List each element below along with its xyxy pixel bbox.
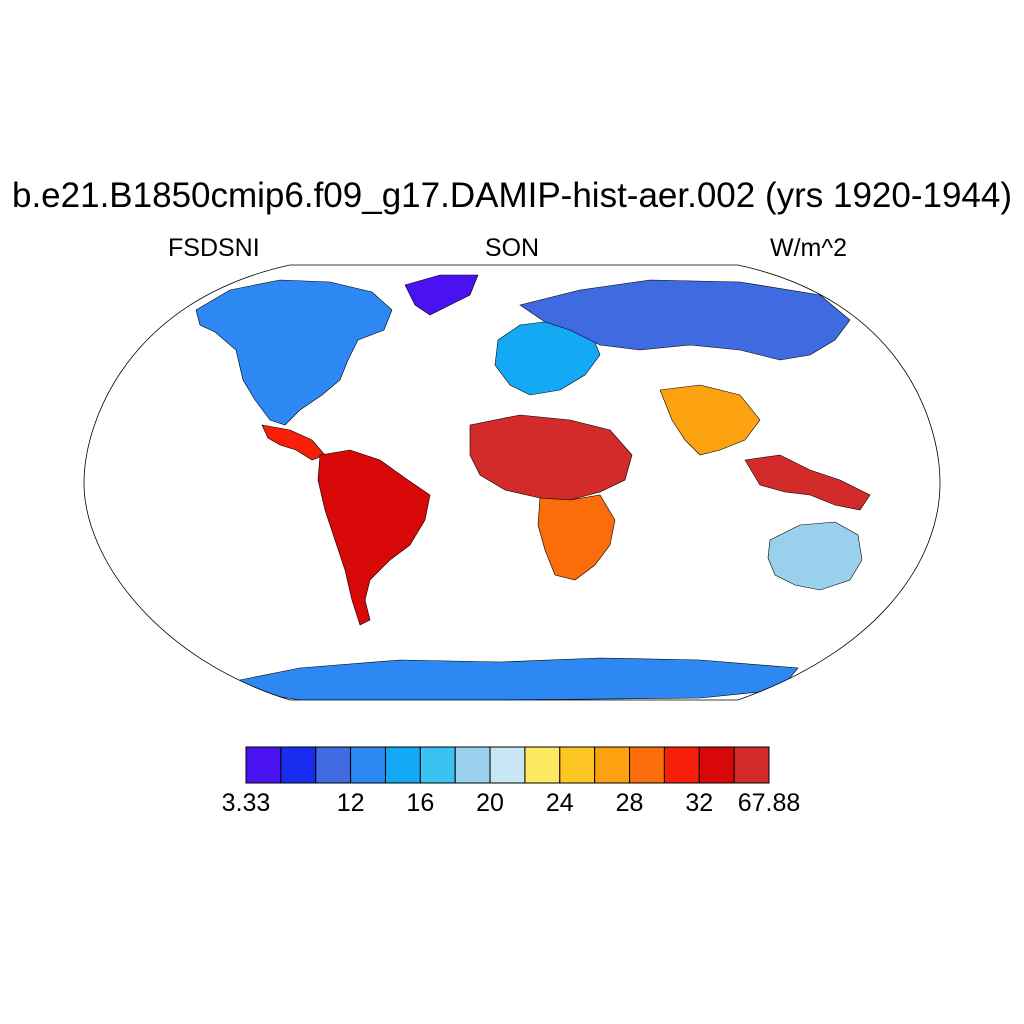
region-greenland [404, 274, 479, 316]
season-label: SON [484, 234, 540, 262]
colorbar-box [454, 746, 491, 784]
colorbar-box [629, 746, 665, 784]
colorbar-tick-label: 67.88 [737, 789, 801, 817]
colorbar-box [419, 746, 456, 784]
colorbar-tick-label: 20 [476, 789, 504, 817]
colorbar-box [559, 746, 596, 784]
region-north-asia [519, 279, 851, 361]
colorbar-tick-label: 12 [336, 789, 365, 817]
colorbar-box [663, 746, 700, 784]
units-label: W/m^2 [770, 234, 848, 262]
colorbar-tick-label: 16 [406, 789, 435, 817]
chart-title: b.e21.B1850cmip6.f09_g17.DAMIP-hist-aer.… [11, 176, 1013, 215]
colorbar-tick-label: 28 [615, 789, 644, 817]
colorbar-tick-label: 3.33 [221, 789, 271, 817]
colorbar-tick-label: 32 [685, 789, 714, 817]
colorbar-tick-label: 24 [545, 789, 574, 817]
region-maritime-continent [744, 454, 871, 511]
colorbar-box [315, 746, 352, 784]
region-sahara [469, 414, 633, 501]
colorbar-box [489, 746, 526, 784]
colorbar-box [280, 746, 317, 784]
region-antarctica [239, 657, 799, 700]
region-central-america [261, 424, 326, 461]
region-india [659, 384, 761, 456]
colorbar-box [245, 746, 282, 784]
variable-label: FSDSNI [168, 234, 260, 262]
colorbar-box [384, 746, 421, 784]
colorbar-box [733, 746, 770, 784]
colorbar-box [524, 746, 561, 784]
colorbar-box [594, 746, 631, 784]
region-north-america [195, 279, 393, 426]
colorbar-box [350, 746, 386, 784]
land-layer [195, 274, 871, 700]
region-australia [767, 521, 863, 591]
colorbar-box [698, 746, 735, 784]
map-outline [83, 264, 941, 701]
region-southern-africa [537, 494, 616, 581]
region-south-america [317, 449, 431, 626]
